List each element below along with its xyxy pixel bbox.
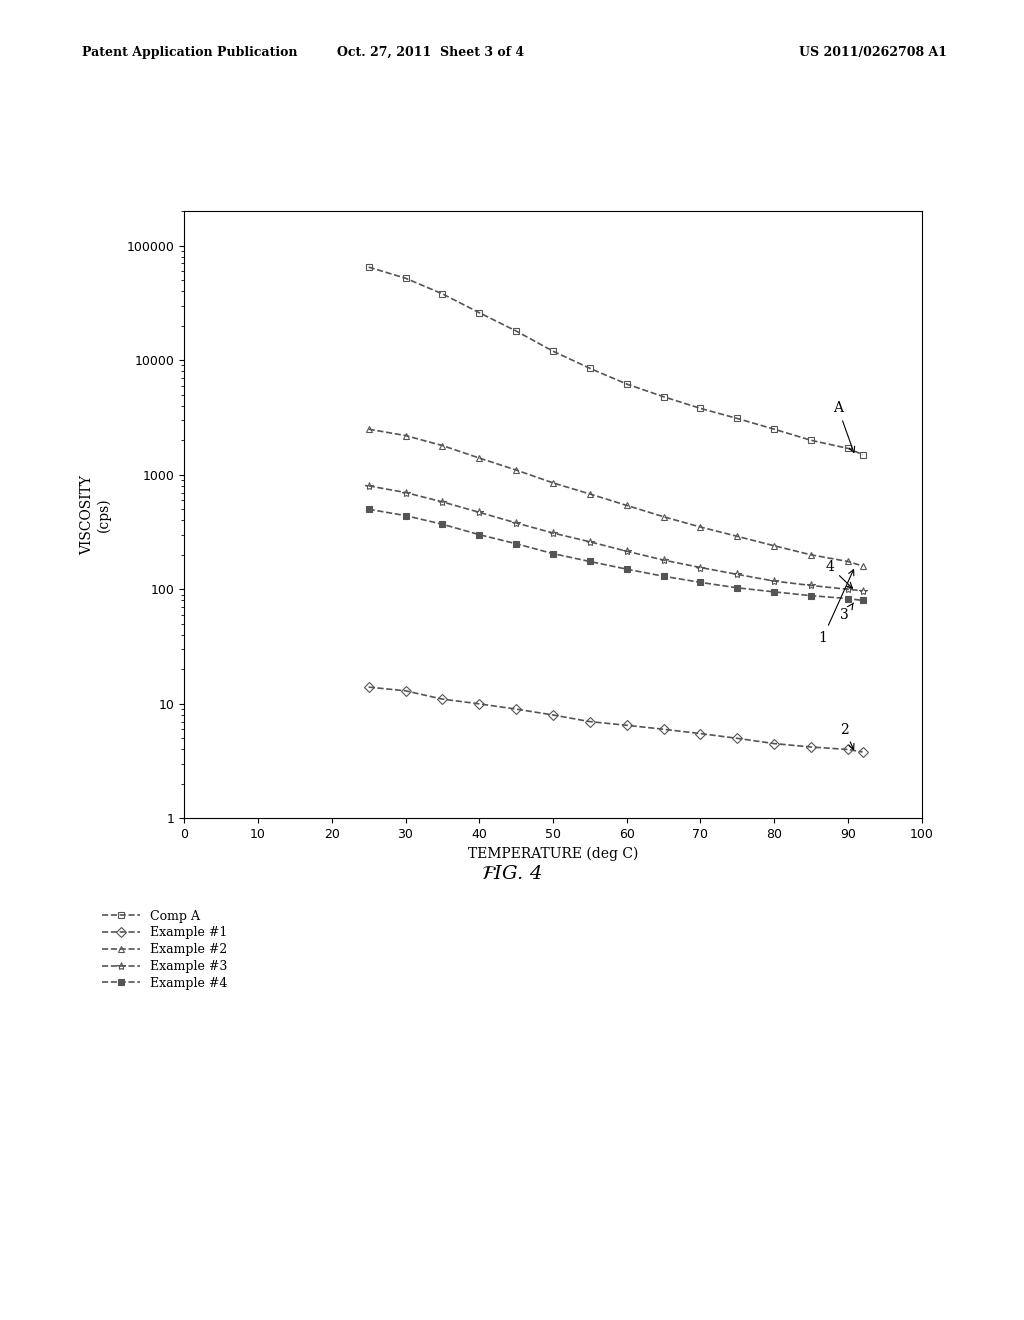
- Example #3: [362, 478, 375, 494]
- Text: A: A: [834, 401, 855, 453]
- Example #1: [621, 717, 633, 733]
- Example #2: [657, 508, 670, 524]
- Example #3: [805, 578, 817, 594]
- Line: Example #2: Example #2: [366, 426, 866, 569]
- Example #4: [584, 553, 596, 569]
- Text: Patent Application Publication: Patent Application Publication: [82, 46, 297, 59]
- Comp A: [510, 323, 522, 339]
- Line: Example #3: Example #3: [365, 482, 866, 595]
- Example #1: [399, 682, 412, 698]
- Comp A: [731, 411, 743, 426]
- Comp A: [362, 259, 375, 275]
- Example #2: [584, 486, 596, 502]
- Text: 4: 4: [825, 560, 852, 587]
- Example #4: [547, 545, 559, 561]
- Example #1: [547, 708, 559, 723]
- Example #3: [657, 552, 670, 568]
- Example #4: [805, 587, 817, 603]
- Example #4: [436, 516, 449, 532]
- Example #4: [473, 527, 485, 543]
- Example #1: [436, 692, 449, 708]
- Example #3: [768, 573, 780, 589]
- Example #4: [731, 579, 743, 595]
- Example #2: [547, 475, 559, 491]
- Line: Example #4: Example #4: [366, 506, 866, 603]
- Example #3: [694, 560, 707, 576]
- Comp A: [584, 360, 596, 376]
- Example #2: [510, 462, 522, 478]
- Example #4: [510, 536, 522, 552]
- Example #4: [657, 569, 670, 585]
- Legend: Comp A, Example #1, Example #2, Example #3, Example #4: Comp A, Example #1, Example #2, Example …: [102, 909, 227, 990]
- Example #2: [731, 528, 743, 544]
- Example #1: [731, 730, 743, 746]
- Text: $\mathcal{F}$IG. 4: $\mathcal{F}$IG. 4: [481, 865, 543, 883]
- Example #1: [842, 742, 854, 758]
- Comp A: [473, 305, 485, 321]
- Example #2: [805, 546, 817, 562]
- Example #3: [621, 544, 633, 560]
- Line: Example #1: Example #1: [366, 684, 866, 755]
- Example #1: [362, 680, 375, 696]
- Comp A: [768, 421, 780, 437]
- Example #2: [436, 438, 449, 454]
- Comp A: [399, 271, 412, 286]
- Example #3: [473, 504, 485, 520]
- Example #2: [856, 558, 868, 574]
- Example #1: [510, 701, 522, 717]
- Example #1: [657, 721, 670, 737]
- Example #4: [842, 590, 854, 606]
- Comp A: [694, 400, 707, 416]
- Example #2: [399, 428, 412, 444]
- Text: VISCOSITY
(cps): VISCOSITY (cps): [81, 475, 112, 554]
- Text: 3: 3: [841, 603, 853, 622]
- Example #3: [547, 525, 559, 541]
- Text: Oct. 27, 2011  Sheet 3 of 4: Oct. 27, 2011 Sheet 3 of 4: [337, 46, 523, 59]
- Example #2: [842, 553, 854, 569]
- Comp A: [856, 446, 868, 462]
- Text: US 2011/0262708 A1: US 2011/0262708 A1: [799, 46, 947, 59]
- Example #1: [694, 726, 707, 742]
- Comp A: [657, 389, 670, 405]
- Example #1: [805, 739, 817, 755]
- Example #1: [856, 744, 868, 760]
- Comp A: [621, 376, 633, 392]
- Line: Comp A: Comp A: [366, 264, 866, 458]
- Example #4: [856, 593, 868, 609]
- Example #3: [731, 566, 743, 582]
- Example #4: [399, 508, 412, 524]
- Example #2: [621, 498, 633, 513]
- Example #4: [362, 502, 375, 517]
- Example #1: [584, 714, 596, 730]
- Text: 2: 2: [841, 722, 854, 750]
- Example #2: [768, 537, 780, 553]
- Example #3: [399, 484, 412, 500]
- Example #3: [842, 581, 854, 597]
- Example #2: [473, 450, 485, 466]
- Example #4: [768, 583, 780, 599]
- Example #2: [362, 421, 375, 437]
- Example #2: [694, 519, 707, 535]
- Example #3: [510, 515, 522, 531]
- Comp A: [436, 286, 449, 302]
- Example #4: [621, 561, 633, 577]
- Example #3: [584, 533, 596, 549]
- Comp A: [547, 343, 559, 359]
- Example #1: [768, 735, 780, 751]
- Example #3: [436, 494, 449, 510]
- X-axis label: TEMPERATURE (deg C): TEMPERATURE (deg C): [468, 846, 638, 861]
- Text: 1: 1: [818, 570, 854, 644]
- Example #4: [694, 574, 707, 590]
- Comp A: [805, 433, 817, 449]
- Comp A: [842, 441, 854, 457]
- Example #3: [856, 583, 868, 599]
- Example #1: [473, 696, 485, 711]
